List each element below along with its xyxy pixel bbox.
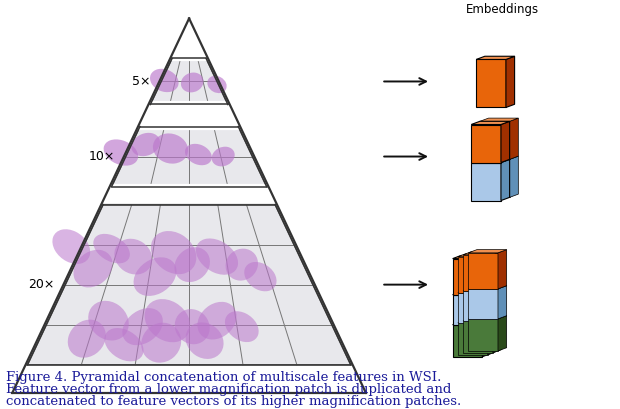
Polygon shape <box>501 160 510 200</box>
Polygon shape <box>468 285 507 289</box>
Polygon shape <box>510 156 518 198</box>
Polygon shape <box>487 290 496 323</box>
Ellipse shape <box>226 249 258 281</box>
Polygon shape <box>458 319 496 323</box>
Polygon shape <box>453 258 482 294</box>
Polygon shape <box>453 292 491 294</box>
Ellipse shape <box>68 320 106 358</box>
Text: Figure 4. Pyramidal concatenation of multiscale features in WSI.: Figure 4. Pyramidal concatenation of mul… <box>6 371 441 384</box>
Polygon shape <box>482 321 491 357</box>
Polygon shape <box>463 252 502 255</box>
Text: concatenated to feature vectors of its higher magnification patches.: concatenated to feature vectors of its h… <box>6 395 461 408</box>
Polygon shape <box>487 319 496 355</box>
Polygon shape <box>471 162 501 200</box>
Ellipse shape <box>144 299 190 342</box>
Polygon shape <box>476 56 515 59</box>
Polygon shape <box>482 255 491 294</box>
Ellipse shape <box>185 322 224 359</box>
Ellipse shape <box>197 302 237 339</box>
Polygon shape <box>498 285 507 319</box>
Ellipse shape <box>105 328 143 361</box>
Polygon shape <box>493 288 502 321</box>
Ellipse shape <box>225 311 259 342</box>
Ellipse shape <box>53 229 90 264</box>
Ellipse shape <box>175 309 210 344</box>
Polygon shape <box>480 156 518 160</box>
Polygon shape <box>453 321 491 325</box>
Ellipse shape <box>211 147 235 166</box>
Ellipse shape <box>244 262 277 291</box>
Polygon shape <box>487 254 496 293</box>
Polygon shape <box>498 316 507 351</box>
Text: Embeddings: Embeddings <box>466 3 539 16</box>
Polygon shape <box>510 118 518 160</box>
Text: Feature vector from a lower magnification patch is duplicated and: Feature vector from a lower magnificatio… <box>6 383 451 396</box>
Polygon shape <box>468 319 498 351</box>
Polygon shape <box>476 59 506 108</box>
Polygon shape <box>458 290 496 293</box>
Ellipse shape <box>151 231 197 274</box>
Text: 20×: 20× <box>28 278 54 291</box>
Ellipse shape <box>73 250 113 288</box>
Polygon shape <box>480 118 518 121</box>
Polygon shape <box>506 56 515 108</box>
Polygon shape <box>453 294 482 325</box>
Polygon shape <box>480 160 510 198</box>
Polygon shape <box>463 255 493 291</box>
Polygon shape <box>498 249 507 289</box>
Polygon shape <box>471 124 501 162</box>
Polygon shape <box>501 121 510 162</box>
Ellipse shape <box>153 133 188 164</box>
Polygon shape <box>458 257 487 293</box>
Polygon shape <box>453 255 491 258</box>
Polygon shape <box>150 58 228 104</box>
Polygon shape <box>468 253 498 289</box>
Polygon shape <box>12 18 366 393</box>
Ellipse shape <box>150 69 179 92</box>
Polygon shape <box>493 252 502 291</box>
Polygon shape <box>112 126 267 187</box>
Polygon shape <box>493 318 502 353</box>
Ellipse shape <box>94 234 130 263</box>
Polygon shape <box>458 323 487 355</box>
Polygon shape <box>463 291 493 321</box>
Polygon shape <box>468 249 507 253</box>
Polygon shape <box>471 121 510 124</box>
Ellipse shape <box>114 239 153 274</box>
Polygon shape <box>468 289 498 319</box>
Ellipse shape <box>196 238 238 275</box>
Ellipse shape <box>141 323 181 363</box>
Ellipse shape <box>88 301 129 341</box>
Polygon shape <box>480 121 510 160</box>
Polygon shape <box>468 316 507 319</box>
Polygon shape <box>453 325 482 357</box>
Polygon shape <box>471 160 510 162</box>
Polygon shape <box>463 288 502 291</box>
Ellipse shape <box>133 257 177 296</box>
Polygon shape <box>463 321 493 353</box>
Ellipse shape <box>185 144 212 165</box>
Text: 5×: 5× <box>131 75 150 88</box>
Ellipse shape <box>174 247 210 282</box>
Polygon shape <box>482 292 491 325</box>
Ellipse shape <box>207 76 227 93</box>
Polygon shape <box>458 254 496 257</box>
Ellipse shape <box>131 133 160 156</box>
Ellipse shape <box>181 72 203 92</box>
Ellipse shape <box>122 308 163 345</box>
Ellipse shape <box>104 139 138 166</box>
Polygon shape <box>458 293 487 323</box>
Text: 10×: 10× <box>88 150 115 163</box>
Polygon shape <box>27 204 351 365</box>
Polygon shape <box>463 318 502 321</box>
